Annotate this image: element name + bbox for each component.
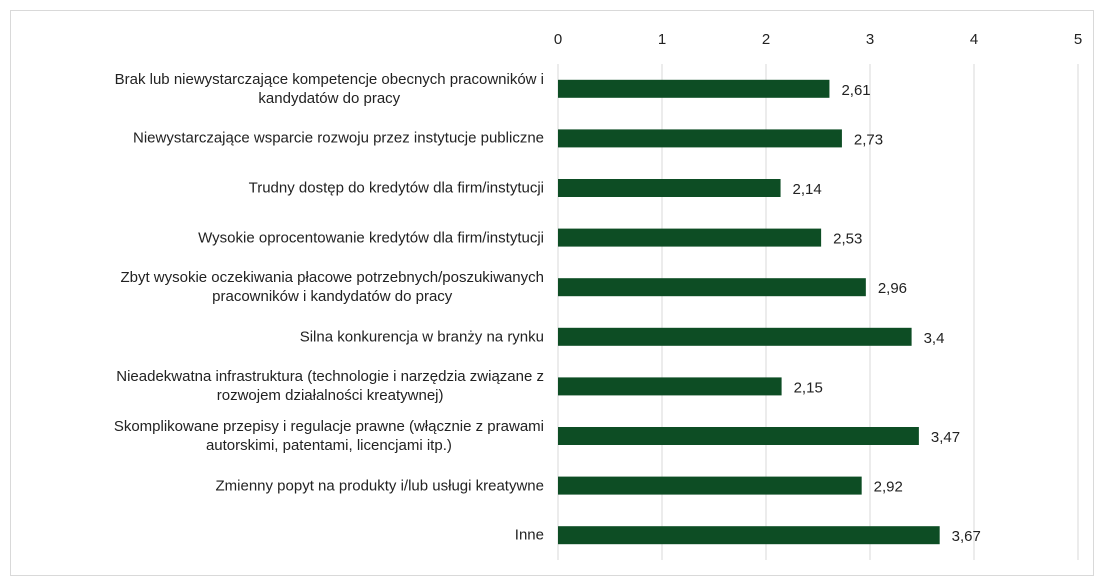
- y-tick-label: Inne: [4, 526, 544, 545]
- value-label: 2,14: [793, 181, 822, 198]
- bar: [558, 377, 782, 396]
- y-tick-label: Zmienny popyt na produkty i/lub usługi k…: [4, 476, 544, 495]
- x-tick-label: 3: [866, 31, 874, 48]
- value-label: 2,61: [841, 82, 870, 99]
- bar: [558, 79, 830, 98]
- y-tick-label: Brak lub niewystarczające kompetencje ob…: [4, 70, 544, 108]
- y-tick-text: Zmienny popyt na produkty i/lub usługi k…: [215, 477, 544, 495]
- bar: [558, 327, 912, 346]
- y-tick-text: Zbyt wysokie oczekiwania płacowe potrzeb…: [120, 269, 544, 306]
- bar: [558, 179, 781, 197]
- y-tick-text: Brak lub niewystarczające kompetencje ob…: [114, 70, 544, 107]
- y-tick-text: Niewystarczające wsparcie rozwoju przez …: [133, 129, 544, 147]
- bar: [558, 129, 842, 148]
- y-tick-text: Trudny dostęp do kredytów dla firm/insty…: [248, 179, 544, 197]
- value-label: 2,15: [794, 379, 823, 396]
- y-tick-label: Trudny dostęp do kredytów dla firm/insty…: [4, 179, 544, 198]
- y-tick-label: Zbyt wysokie oczekiwania płacowe potrzeb…: [4, 268, 544, 306]
- y-tick-text: Nieadekwatna infrastruktura (technologie…: [116, 368, 544, 405]
- y-tick-label: Skomplikowane przepisy i regulacje prawn…: [4, 417, 544, 455]
- bar: [558, 427, 919, 445]
- x-tick-label: 0: [554, 31, 562, 48]
- y-tick-label: Silna konkurencja w branży na rynku: [4, 327, 544, 346]
- y-tick-label: Niewystarczające wsparcie rozwoju przez …: [4, 129, 544, 148]
- value-label: 2,73: [854, 131, 883, 148]
- y-tick-text: Inne: [514, 526, 544, 544]
- x-tick-label: 2: [762, 31, 770, 48]
- y-tick-label: Nieadekwatna infrastruktura (technologie…: [4, 367, 544, 405]
- y-tick-text: Silna konkurencja w branży na rynku: [299, 328, 544, 346]
- value-label: 3,4: [924, 330, 945, 347]
- y-tick-text: Wysokie oprocentowanie kredytów dla firm…: [198, 229, 544, 247]
- value-label: 2,96: [878, 280, 907, 297]
- x-tick-label: 1: [658, 31, 666, 48]
- y-tick-text: Skomplikowane przepisy i regulacje prawn…: [113, 418, 544, 454]
- bar: [558, 278, 866, 297]
- value-label: 3,47: [931, 429, 960, 446]
- y-tick-label: Wysokie oprocentowanie kredytów dla firm…: [4, 228, 544, 247]
- value-label: 2,53: [833, 231, 862, 248]
- x-tick-label: 5: [1074, 31, 1082, 48]
- chart-frame: [10, 10, 1094, 576]
- value-label: 2,92: [874, 479, 903, 496]
- bar: [558, 476, 862, 495]
- value-label: 3,67: [952, 528, 981, 545]
- bar: [558, 228, 822, 247]
- bar: [558, 526, 940, 545]
- x-tick-label: 4: [970, 31, 978, 48]
